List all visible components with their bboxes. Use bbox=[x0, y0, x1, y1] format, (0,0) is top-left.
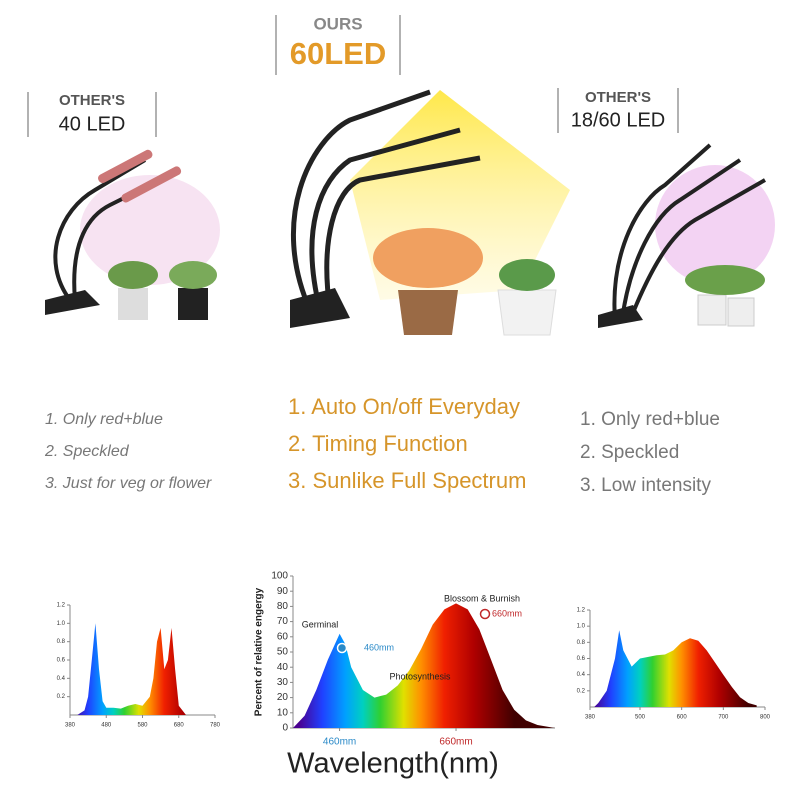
tag-main: 60LED bbox=[290, 36, 386, 71]
feature-item: 2. Speckled bbox=[44, 443, 130, 460]
label-frames bbox=[27, 15, 679, 137]
y-tick-label: 1.0 bbox=[57, 621, 66, 627]
spectrum-area bbox=[293, 603, 555, 728]
x-tick-label: 480 bbox=[101, 723, 112, 729]
y-tick-label: 80 bbox=[277, 601, 289, 612]
x-tick-label: 700 bbox=[718, 715, 729, 721]
y-tick-label: 0.8 bbox=[577, 640, 586, 646]
y-tick-label: 0.8 bbox=[57, 639, 66, 645]
tag-top: OTHER'S bbox=[59, 92, 125, 109]
y-tick-label: 0.4 bbox=[577, 672, 586, 678]
spectrum-area bbox=[77, 623, 186, 715]
y-axis-label: Percent of relative engergy bbox=[254, 587, 265, 716]
y-tick-label: 0.4 bbox=[57, 676, 66, 682]
feature-item: 3. Low intensity bbox=[580, 475, 711, 496]
y-tick-label: 20 bbox=[277, 692, 289, 703]
annotation: 660mm bbox=[492, 608, 522, 618]
annotation: Germinal bbox=[302, 619, 339, 629]
feature-item: 1. Only red+blue bbox=[580, 409, 720, 430]
features: 1. Only red+blue 2. Speckled 3. Just for v… bbox=[44, 394, 720, 496]
x-tick-label: 660mm bbox=[439, 737, 472, 748]
x-tick-label: 780 bbox=[210, 723, 221, 729]
charts: 0.2 0.4 0.6 0.8 1.0 1.2 380 480 580 680 780 0 10 20 30… bbox=[57, 571, 771, 780]
y-tick-label: 90 bbox=[277, 586, 289, 597]
y-tick-label: 0.6 bbox=[57, 658, 66, 664]
feature-item: 3. Just for veg or flower bbox=[45, 475, 212, 492]
y-tick-label: 60 bbox=[277, 631, 289, 642]
annotation: Blossom & Burnish bbox=[444, 593, 520, 603]
feature-item: 1. Only red+blue bbox=[45, 411, 163, 428]
tag-main: 18/60 LED bbox=[571, 109, 666, 131]
x-tick-label: 580 bbox=[137, 723, 148, 729]
y-tick-label: 50 bbox=[277, 647, 289, 658]
feature-item: 2. Speckled bbox=[580, 442, 679, 463]
tag-main: 40 LED bbox=[59, 113, 126, 135]
feature-item: 1. Auto On/off Everyday bbox=[288, 394, 520, 419]
x-tick-label: 460mm bbox=[323, 737, 356, 748]
x-axis-label: Wavelength(nm) bbox=[287, 748, 499, 780]
lamp-center bbox=[290, 89, 570, 336]
y-tick-label: 100 bbox=[271, 571, 288, 582]
x-tick-label: 380 bbox=[585, 715, 596, 721]
annotation: 460mm bbox=[364, 642, 394, 652]
marker bbox=[336, 642, 348, 654]
y-tick-label: 0.2 bbox=[577, 688, 586, 694]
y-tick-label: 1.2 bbox=[57, 603, 66, 609]
y-tick-label: 1.0 bbox=[577, 624, 586, 630]
y-tick-label: 10 bbox=[277, 707, 289, 718]
feature-item: 3. Sunlike Full Spectrum bbox=[288, 468, 526, 493]
tag-top: OURS bbox=[313, 14, 362, 33]
lamp-right bbox=[598, 143, 775, 328]
annotation: Photosynthesis bbox=[389, 671, 451, 681]
x-tick-label: 680 bbox=[174, 723, 185, 729]
y-tick-label: 0.2 bbox=[57, 694, 66, 700]
spectrum-area bbox=[594, 630, 757, 707]
tag-top: OTHER'S bbox=[585, 89, 651, 106]
y-tick-label: 40 bbox=[277, 662, 289, 673]
y-tick-label: 1.2 bbox=[577, 608, 586, 614]
x-tick-label: 380 bbox=[65, 723, 76, 729]
y-tick-label: 0 bbox=[282, 723, 288, 734]
lamp-left bbox=[45, 149, 220, 320]
x-tick-label: 500 bbox=[635, 715, 646, 721]
feature-item: 2. Timing Function bbox=[288, 431, 468, 456]
y-tick-label: 0.6 bbox=[577, 656, 586, 662]
x-tick-label: 800 bbox=[760, 715, 771, 721]
marker bbox=[479, 608, 491, 620]
y-tick-label: 30 bbox=[277, 677, 289, 688]
x-tick-label: 600 bbox=[677, 715, 688, 721]
y-tick-label: 70 bbox=[277, 616, 289, 627]
